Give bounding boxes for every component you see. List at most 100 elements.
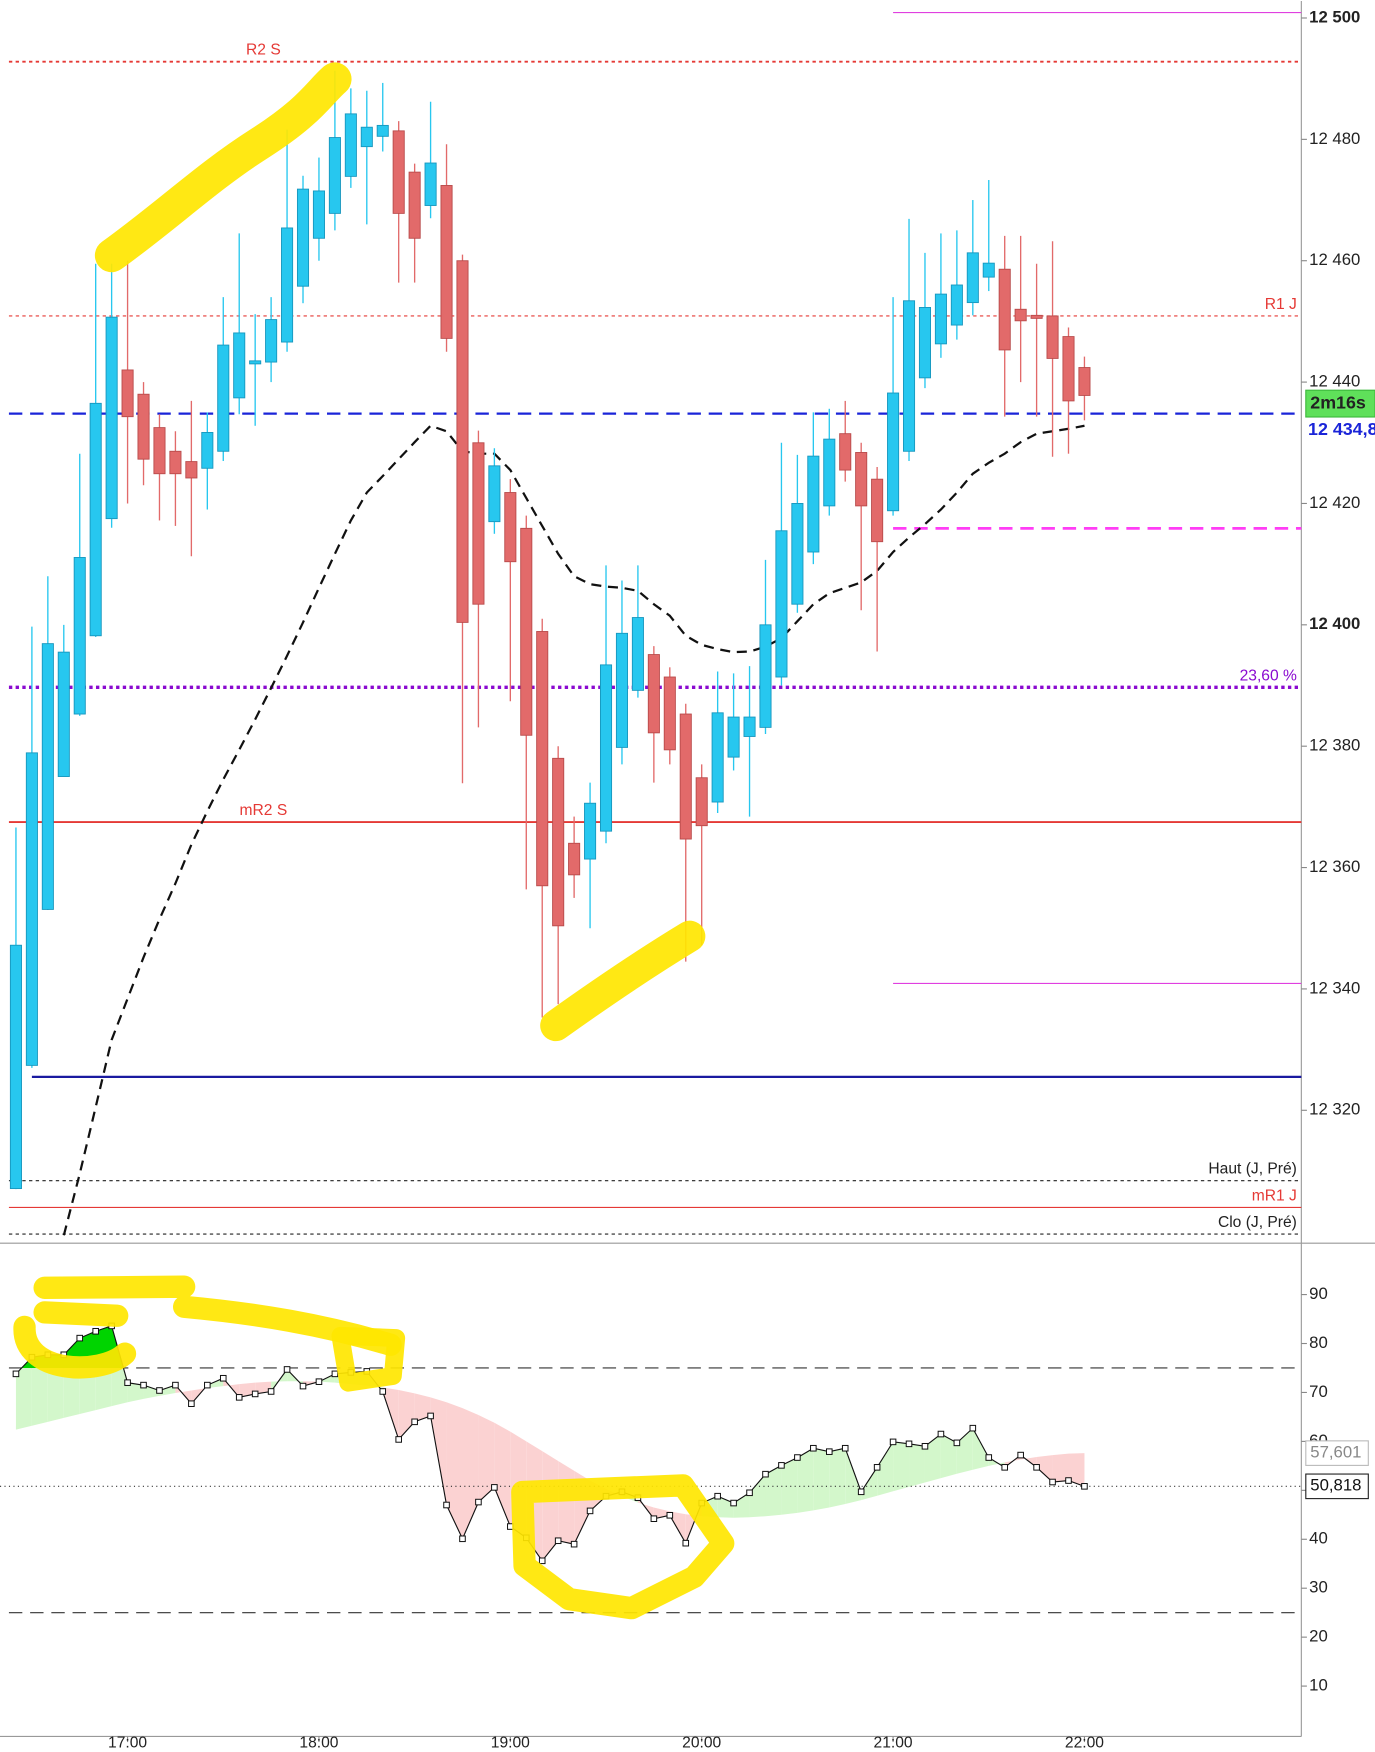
rsi-fill	[972, 1428, 989, 1470]
candle-body	[296, 188, 310, 287]
candle-body	[1078, 367, 1091, 396]
rsi-marker	[1081, 1483, 1088, 1490]
axis-label-box	[1305, 418, 1375, 443]
candle-body	[1014, 308, 1027, 322]
rsi-fill	[940, 1434, 957, 1479]
rsi-marker	[331, 1370, 339, 1378]
axis-value-label: 12 434,8	[1308, 419, 1375, 439]
candle-body	[312, 190, 325, 239]
candle-body	[727, 716, 740, 758]
level-label: mR1 J	[1252, 1187, 1297, 1204]
x-tick-label: 20:00	[682, 1734, 721, 1751]
rsi-fill	[207, 1378, 224, 1389]
rsi-marker	[235, 1394, 243, 1401]
rsi-fill	[845, 1448, 862, 1505]
candle-body	[488, 465, 501, 523]
x-tick-label: 19:00	[491, 1734, 530, 1751]
rsi-fill	[781, 1457, 798, 1515]
candle-body	[440, 185, 453, 339]
candle-body	[217, 344, 230, 452]
candle-body	[344, 113, 357, 177]
y-tick-label: 80	[1309, 1333, 1328, 1352]
candle-body	[121, 369, 134, 418]
rsi-marker	[427, 1412, 434, 1420]
rsi-fill	[239, 1382, 256, 1398]
rsi-marker	[92, 1327, 99, 1335]
rsi-marker	[985, 1454, 993, 1461]
rsi-fill	[1068, 1453, 1085, 1487]
candle-body	[424, 162, 437, 206]
rsi-marker	[586, 1507, 594, 1515]
candle-body	[568, 842, 581, 876]
rsi-fill	[877, 1441, 894, 1496]
y-tick-label: 12 320	[1309, 1100, 1360, 1119]
rsi-marker	[762, 1470, 769, 1478]
rsi-marker	[76, 1334, 84, 1342]
candle-body	[631, 617, 644, 691]
rsi-fill	[813, 1448, 830, 1511]
x-tick-label: 18:00	[299, 1734, 338, 1751]
candle-body	[89, 402, 102, 637]
candle-body	[153, 427, 166, 475]
candle-body	[615, 632, 628, 748]
x-tick-label: 22:00	[1065, 1734, 1104, 1751]
moving-average	[62, 424, 1085, 1236]
rsi-marker	[714, 1492, 721, 1500]
rsi-marker	[188, 1400, 195, 1407]
rsi-marker	[746, 1489, 753, 1497]
candle-body	[791, 503, 804, 605]
rsi-fill	[414, 1393, 431, 1422]
rsi-marker	[889, 1438, 897, 1446]
rsi-fill	[765, 1465, 782, 1517]
rsi-marker	[267, 1388, 275, 1395]
rsi-marker	[778, 1462, 785, 1469]
candle-body	[647, 654, 660, 734]
candle-body	[536, 631, 549, 887]
rsi-fill	[143, 1385, 160, 1399]
level-label: Haut (J, Pré)	[1208, 1161, 1296, 1178]
candle-body	[934, 293, 947, 345]
candle-body	[839, 433, 852, 471]
highlight-stroke	[331, 1326, 406, 1392]
rsi-fill	[909, 1443, 925, 1487]
y-tick-label: 12 480	[1309, 129, 1360, 148]
last-value-box	[1305, 1440, 1369, 1466]
rsi-fill	[829, 1448, 846, 1508]
y-tick-label: 12 360	[1309, 857, 1360, 876]
rsi-marker	[156, 1387, 163, 1394]
candle-body	[456, 260, 469, 623]
level-label: 23,60 %	[1240, 667, 1297, 684]
y-tick-label: 10	[1309, 1676, 1328, 1695]
rsi-marker	[905, 1440, 913, 1448]
y-tick-label: 12 500	[1309, 7, 1360, 26]
rsi-marker	[825, 1448, 833, 1455]
rsi-marker	[810, 1444, 817, 1452]
rsi-fill	[127, 1382, 144, 1403]
candle-body	[376, 124, 389, 137]
rsi-fill	[542, 1451, 559, 1561]
candle-body	[950, 284, 963, 326]
rsi-marker	[969, 1424, 977, 1432]
candle-body	[902, 300, 916, 452]
rsi-marker	[124, 1379, 131, 1386]
x-tick-label: 17:00	[108, 1734, 147, 1751]
candle-body	[137, 393, 150, 460]
candle-body	[249, 360, 262, 365]
last-value-label: 57,601	[1310, 1443, 1361, 1462]
candle-body	[1062, 336, 1075, 402]
rsi-fill	[398, 1390, 415, 1440]
candle-body	[360, 126, 373, 148]
rsi-marker	[1001, 1464, 1009, 1471]
rsi-marker	[283, 1366, 291, 1373]
y-tick-label: 90	[1309, 1284, 1328, 1303]
rsi-marker	[554, 1537, 562, 1545]
y-tick-label: 12 460	[1309, 250, 1360, 269]
candle-body	[584, 802, 597, 860]
rsi-fill	[430, 1397, 447, 1506]
rsi-marker	[395, 1436, 402, 1443]
rsi-fill	[31, 1354, 48, 1426]
rsi-marker	[475, 1498, 482, 1506]
y-tick-label: 70	[1309, 1382, 1328, 1401]
